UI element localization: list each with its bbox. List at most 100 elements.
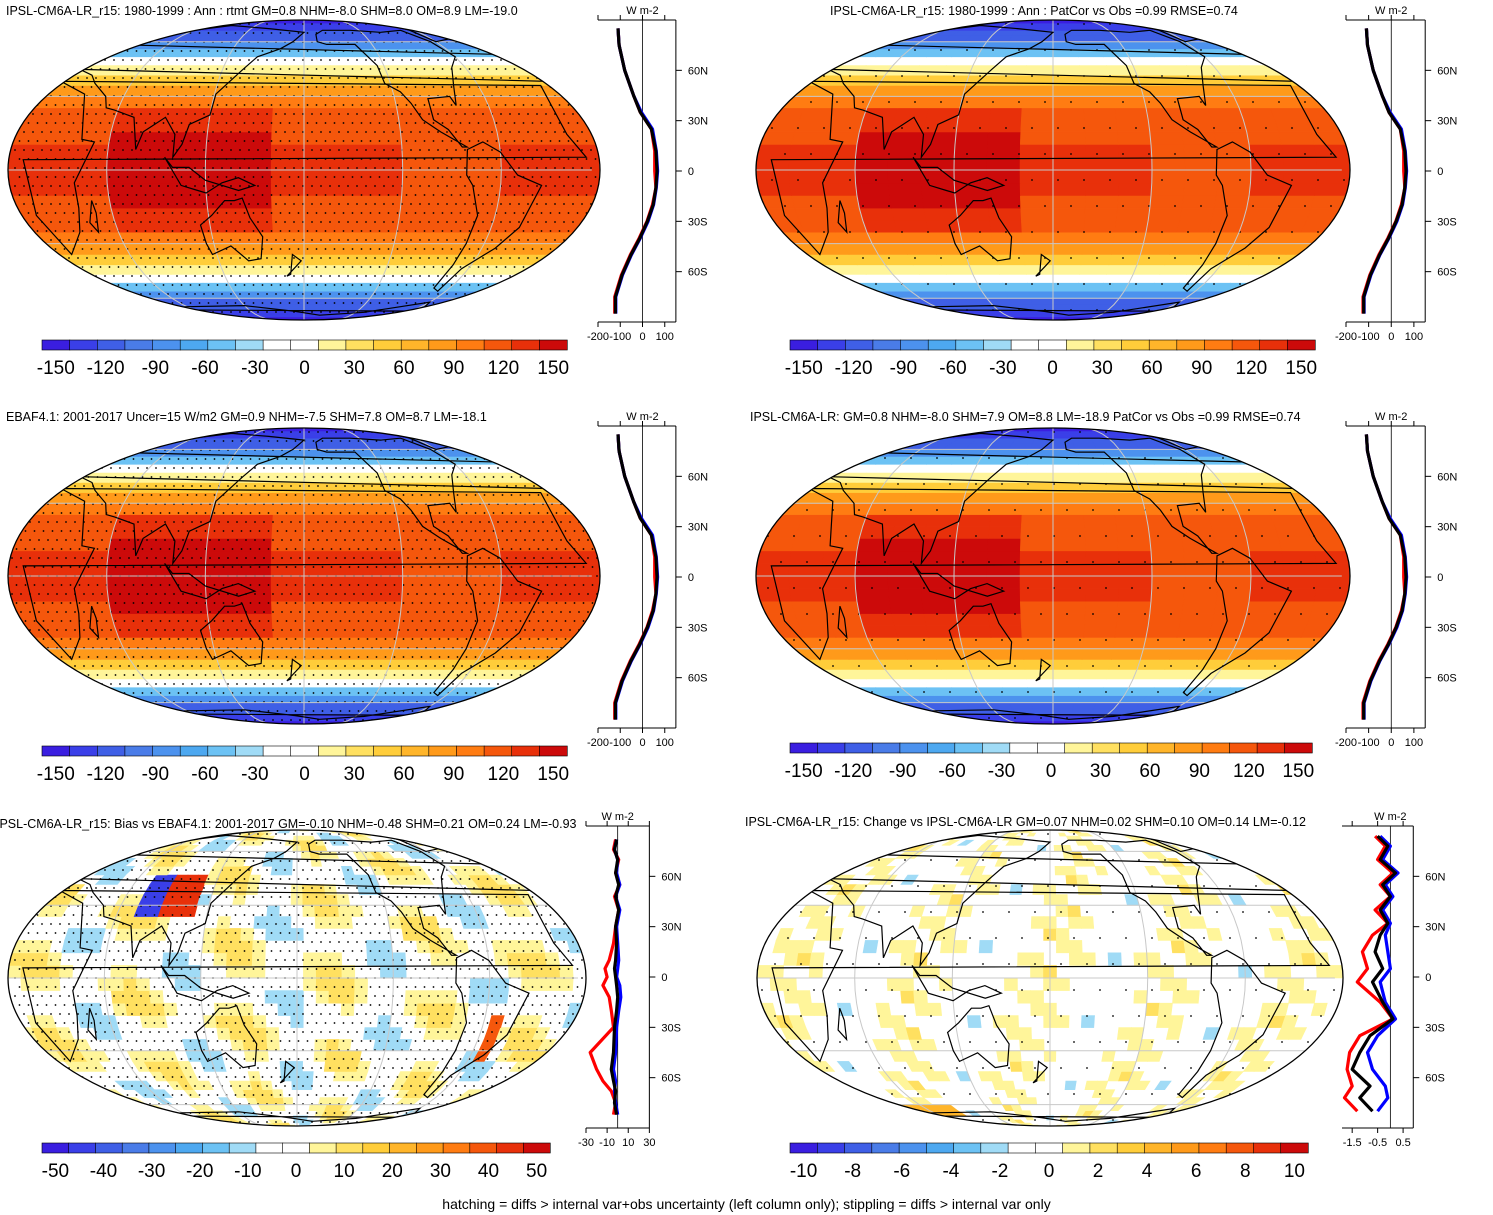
field-cell bbox=[333, 96, 367, 109]
stipple-dot bbox=[104, 257, 106, 259]
stipple-dot bbox=[590, 23, 592, 25]
field-cell bbox=[187, 482, 221, 493]
stipple-dot bbox=[1083, 127, 1085, 129]
stipple-dot bbox=[203, 59, 205, 61]
field-cell bbox=[1211, 119, 1248, 133]
stipple-dot bbox=[231, 476, 234, 478]
stipple-dot bbox=[356, 77, 358, 79]
stipple-dot bbox=[126, 122, 129, 124]
stipple-dot bbox=[1174, 153, 1176, 155]
stipple-dot bbox=[545, 239, 547, 241]
stipple-dot bbox=[461, 431, 463, 433]
stipple-dot bbox=[554, 293, 556, 295]
stipple-dot bbox=[509, 23, 511, 25]
stipple-dot bbox=[527, 41, 529, 43]
stipple-dot bbox=[221, 239, 223, 241]
stipple-dot bbox=[221, 311, 223, 313]
stipple-dot bbox=[441, 140, 444, 142]
colorbar-tick-label: 60 bbox=[393, 358, 414, 379]
stipple-dot bbox=[1135, 23, 1137, 25]
stipple-dot bbox=[392, 149, 394, 151]
field-cell bbox=[1034, 25, 1054, 31]
stipple-dot bbox=[849, 179, 851, 181]
stipple-dot bbox=[396, 176, 399, 178]
field-cell bbox=[158, 659, 193, 670]
stipple-dot bbox=[270, 122, 273, 124]
field-cell bbox=[1127, 316, 1155, 320]
field-cell bbox=[1269, 107, 1308, 120]
stipple-dot bbox=[555, 440, 558, 442]
stipple-dot bbox=[24, 476, 27, 478]
stipple-dot bbox=[423, 86, 426, 88]
stipple-dot bbox=[155, 467, 157, 469]
stipple-dot bbox=[576, 248, 579, 250]
stipple-dot bbox=[1239, 283, 1241, 285]
stipple-dot bbox=[194, 203, 196, 205]
stipple-dot bbox=[590, 275, 592, 277]
stipple-dot bbox=[576, 230, 579, 232]
stipple-dot bbox=[56, 467, 58, 469]
stipple-dot bbox=[311, 113, 313, 115]
stipple-dot bbox=[402, 476, 405, 478]
stipple-dot bbox=[36, 50, 39, 52]
stipple-dot bbox=[45, 212, 48, 214]
field-cell bbox=[303, 169, 338, 184]
field-cell bbox=[43, 195, 80, 209]
field-cell bbox=[369, 575, 404, 589]
stipple-dot bbox=[131, 311, 133, 313]
stipple-dot bbox=[321, 494, 324, 496]
field-cell bbox=[303, 144, 338, 158]
colorbar-tick-label: 120 bbox=[1236, 358, 1268, 379]
field-cell bbox=[1229, 41, 1267, 50]
stipple-dot bbox=[104, 41, 106, 43]
stipple-dot bbox=[230, 203, 232, 205]
stipple-dot bbox=[261, 284, 264, 286]
stipple-dot bbox=[135, 50, 138, 52]
field-cell bbox=[390, 428, 420, 432]
stipple-dot bbox=[1252, 205, 1254, 207]
field-cell bbox=[1008, 297, 1034, 305]
stipple-dot bbox=[302, 293, 304, 295]
field-cell bbox=[862, 107, 899, 120]
stipple-dot bbox=[329, 149, 331, 151]
stipple-dot bbox=[545, 311, 547, 313]
stipple-dot bbox=[482, 59, 484, 61]
field-cell bbox=[940, 65, 974, 76]
field-cell bbox=[303, 449, 329, 457]
stipple-dot bbox=[531, 230, 534, 232]
field-cell bbox=[272, 625, 305, 638]
stipple-dot bbox=[144, 194, 147, 196]
stipple-dot bbox=[203, 77, 205, 79]
field-cell bbox=[1168, 313, 1202, 318]
stipple-dot bbox=[248, 131, 250, 133]
coastline-eurasia bbox=[79, 24, 549, 160]
stipple-dot bbox=[131, 113, 133, 115]
field-cell bbox=[458, 107, 495, 120]
stipple-dot bbox=[23, 41, 25, 43]
field-cell bbox=[1181, 195, 1217, 209]
field-cell bbox=[110, 526, 147, 539]
field-cell bbox=[1300, 220, 1340, 233]
stipple-dot bbox=[540, 212, 543, 214]
stipple-dot bbox=[207, 194, 210, 196]
stipple-dot bbox=[419, 239, 421, 241]
stipple-dot bbox=[437, 203, 439, 205]
stipple-dot bbox=[270, 176, 273, 178]
field-cell bbox=[191, 472, 225, 483]
stipple-dot bbox=[41, 275, 43, 277]
stipple-dot bbox=[564, 440, 567, 442]
field-cell bbox=[1127, 20, 1155, 24]
stipple-dot bbox=[167, 275, 169, 277]
stipple-dot bbox=[27, 212, 30, 214]
field-cell bbox=[18, 514, 58, 527]
stipple-dot bbox=[531, 122, 534, 124]
stipple-dot bbox=[459, 212, 462, 214]
stipple-dot bbox=[540, 284, 543, 286]
field-cell bbox=[271, 613, 305, 626]
field-cell bbox=[193, 722, 223, 724]
stipple-dot bbox=[486, 266, 489, 268]
stipple-dot bbox=[591, 494, 594, 496]
stipple-dot bbox=[581, 185, 583, 187]
stipple-dot bbox=[405, 104, 408, 106]
colorbar-swatch bbox=[872, 339, 902, 351]
